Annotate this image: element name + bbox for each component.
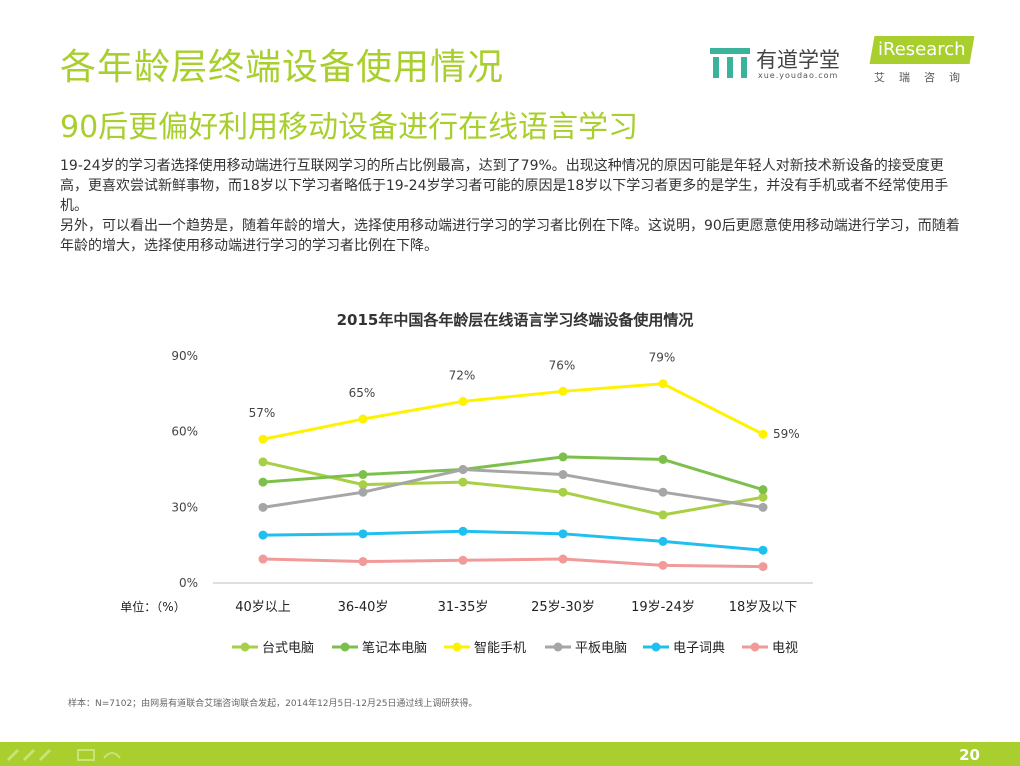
data-point	[258, 477, 268, 487]
data-point	[358, 470, 368, 480]
data-point	[358, 529, 368, 539]
y-tick-label: 30%	[171, 500, 198, 514]
youdao-logo-icon	[710, 48, 750, 78]
series-line-2	[262, 382, 764, 441]
data-label: 72%	[449, 368, 476, 382]
page-subtitle: 90后更偏好利用移动设备进行在线语言学习	[60, 110, 639, 145]
data-point	[758, 545, 768, 555]
legend-label: 电子词典	[673, 641, 725, 656]
page-title: 各年龄层终端设备使用情况	[60, 47, 505, 88]
legend-swatch-marker	[651, 642, 661, 652]
data-point	[458, 477, 468, 487]
logo-youdao: 有道学堂 xue.youdao.com	[710, 44, 860, 84]
data-point	[658, 379, 668, 389]
line-chart: 2015年中国各年龄层在线语言学习终端设备使用情况 0% 30% 60% 90% 40岁以…	[120, 311, 813, 656]
series-line-1	[262, 455, 764, 492]
x-tick-label: 31-35岁	[438, 600, 489, 615]
y-tick-label: 90%	[171, 349, 198, 363]
legend-swatch-marker	[340, 642, 350, 652]
data-point	[758, 502, 768, 512]
data-point	[358, 414, 368, 424]
data-point	[558, 554, 568, 564]
data-point	[758, 429, 768, 439]
x-tick-label: 40岁以上	[235, 600, 291, 615]
data-label: 57%	[249, 406, 276, 420]
data-label: 65%	[349, 386, 376, 400]
x-tick-label: 36-40岁	[338, 600, 389, 615]
legend-label: 电视	[772, 641, 798, 656]
data-label: 79%	[649, 351, 676, 365]
series-line-5	[262, 557, 764, 569]
data-point	[658, 487, 668, 497]
y-tick-label: 60%	[171, 425, 198, 439]
data-point	[558, 470, 568, 480]
x-tick-label: 25岁-30岁	[531, 600, 595, 615]
unit-label: 单位：（%）	[120, 599, 185, 614]
data-point	[558, 452, 568, 462]
data-point	[758, 562, 768, 572]
legend-swatch-marker	[553, 642, 563, 652]
data-point	[258, 530, 268, 540]
data-point	[258, 434, 268, 444]
data-point	[358, 487, 368, 497]
data-point	[358, 480, 368, 490]
data-point	[558, 386, 568, 396]
legend-swatch-marker	[452, 642, 462, 652]
data-point	[658, 454, 668, 464]
y-tick-label: 0%	[179, 576, 198, 590]
legend-label: 笔记本电脑	[362, 640, 427, 656]
source-note: 样本：N=7102；由网易有道联合艾瑞咨询联合发起，2014年12月5日-12月…	[68, 699, 478, 709]
data-point	[458, 465, 468, 474]
data-point	[458, 526, 468, 536]
data-point	[258, 554, 268, 564]
data-label: 59%	[773, 427, 800, 441]
chart-title: 2015年中国各年龄层在线语言学习终端设备使用情况	[337, 311, 694, 329]
data-point	[658, 510, 668, 520]
series-line-3	[262, 468, 764, 509]
legend-swatch-marker	[240, 642, 250, 652]
data-point	[258, 502, 268, 512]
data-point	[758, 485, 768, 495]
footer-bar: 20	[0, 742, 1020, 766]
legend-label: 智能手机	[474, 641, 526, 656]
footer-decoration-icon	[6, 748, 121, 762]
x-tick-label: 19岁-24岁	[631, 600, 695, 615]
legend-label: 台式电脑	[262, 641, 314, 656]
page-number: 20	[959, 746, 980, 764]
data-point	[358, 557, 368, 567]
data-point	[658, 560, 668, 570]
data-point	[458, 396, 468, 406]
data-point	[458, 555, 468, 565]
data-point	[558, 487, 568, 497]
body-paragraph-2: 另外，可以看出一个趋势是，随着年龄的增大，选择使用移动端进行学习的学习者比例在下…	[60, 218, 960, 254]
data-point	[258, 457, 268, 467]
body-text: 19-24岁的学习者选择使用移动端进行互联网学习的所占比例最高，达到了79%。出…	[60, 156, 970, 256]
youdao-name: 有道学堂	[756, 48, 840, 72]
logo-iresearch: iResearch 艾瑞咨询	[869, 36, 982, 88]
legend-label: 平板电脑	[575, 641, 627, 656]
data-point	[658, 536, 668, 546]
youdao-url: xue.youdao.com	[758, 71, 839, 80]
series-line-0	[262, 460, 764, 517]
legend-swatch-marker	[750, 642, 760, 652]
body-paragraph-1: 19-24岁的学习者选择使用移动端进行互联网学习的所占比例最高，达到了79%。出…	[60, 158, 949, 214]
data-point	[558, 529, 568, 539]
series-line-4	[262, 529, 764, 552]
data-point	[758, 492, 768, 502]
data-label: 76%	[549, 358, 576, 372]
iresearch-sub: 艾瑞咨询	[874, 71, 974, 84]
x-tick-label: 18岁及以下	[729, 600, 798, 615]
